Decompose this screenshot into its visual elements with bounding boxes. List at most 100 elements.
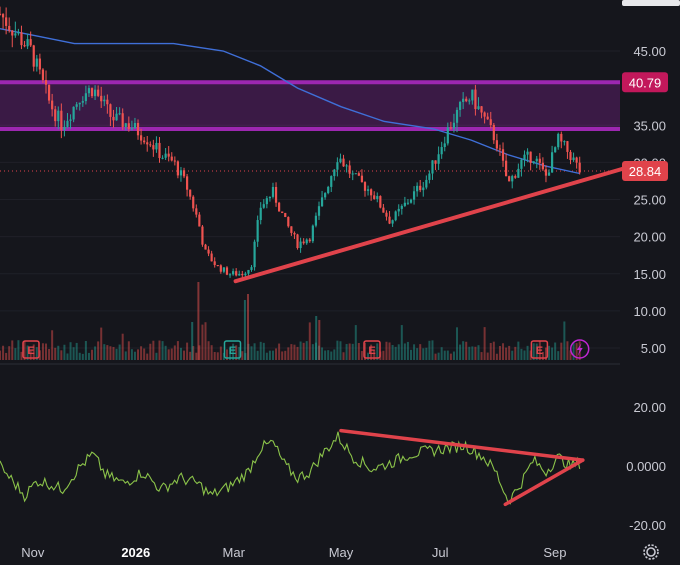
time-tick-label[interactable]: Mar	[223, 545, 246, 560]
volume-bar	[275, 348, 278, 360]
candle-body	[290, 226, 293, 233]
candle-body	[455, 109, 459, 123]
volume-bar	[173, 345, 176, 360]
time-tick-label[interactable]: Sep	[543, 545, 566, 560]
volume-bar	[468, 346, 471, 360]
time-tick-label[interactable]: Jul	[432, 545, 449, 560]
candle-body	[127, 123, 130, 129]
candle-body	[133, 122, 137, 129]
candle-body	[446, 127, 449, 144]
candle-body	[302, 241, 305, 244]
support-trendline	[233, 160, 647, 284]
volume-bar	[54, 347, 57, 360]
earnings-marker[interactable]: E	[223, 340, 242, 359]
oscillator-tick-label[interactable]: -20.00	[629, 518, 666, 533]
candle-body	[419, 185, 422, 191]
volume-bar	[566, 341, 569, 360]
volume-bar	[51, 330, 54, 360]
volume-bar	[210, 345, 213, 360]
time-axis[interactable]: Nov 2026 Mar May Jul Sep	[21, 545, 566, 560]
candle-body	[348, 165, 351, 174]
price-tick-label[interactable]: 25.00	[633, 193, 666, 208]
candle-body	[351, 173, 354, 175]
candle-body	[320, 197, 324, 207]
price-tick-label[interactable]: 5.00	[641, 341, 666, 356]
volume-bar	[351, 343, 354, 360]
volume-bar	[195, 352, 198, 360]
candle-body	[578, 162, 581, 173]
volume-bar	[48, 348, 51, 360]
candle-body	[566, 141, 569, 152]
earnings-marker[interactable]: E	[22, 340, 40, 359]
volume-bar	[75, 342, 78, 360]
candle-body	[32, 45, 35, 67]
volume-bar	[367, 352, 370, 360]
candle-body	[305, 239, 308, 244]
candle-body	[222, 267, 226, 272]
volume-bar	[155, 352, 158, 360]
price-tag-box	[622, 72, 668, 93]
candle-body	[403, 202, 406, 206]
candle-body	[69, 119, 72, 121]
candle-body	[422, 187, 425, 191]
candle-body	[535, 158, 538, 162]
earnings-marker[interactable]: E	[530, 340, 549, 359]
time-tick-label[interactable]: May	[329, 545, 354, 560]
candle-body	[81, 101, 84, 103]
candle-body	[434, 160, 437, 164]
gear-icon[interactable]	[643, 544, 659, 560]
candle-body	[244, 273, 247, 276]
volume-bar	[446, 350, 449, 360]
volume-bar	[385, 341, 388, 360]
candle-body	[440, 147, 443, 155]
candle-body	[164, 153, 167, 158]
top-right-tag	[622, 0, 680, 6]
volume-bar	[60, 350, 63, 360]
candle-body	[495, 140, 498, 149]
price-tick-label[interactable]: 15.00	[633, 267, 666, 282]
price-tick-label[interactable]: 20.00	[633, 230, 666, 245]
volume-bar	[517, 341, 520, 360]
volume-bar	[247, 294, 249, 360]
volume-bar	[127, 341, 130, 360]
volume-bar	[416, 348, 419, 360]
volume-bar	[575, 343, 578, 360]
oscillator-tick-label[interactable]: 0.0000	[626, 459, 666, 474]
price-tick-label[interactable]: 45.00	[633, 44, 666, 59]
volume-bar	[207, 341, 210, 360]
earnings-marker-label: E	[27, 345, 34, 357]
candle-body	[357, 173, 360, 176]
earnings-marker[interactable]: E	[363, 340, 381, 359]
candle-body	[173, 160, 176, 162]
candle-body	[339, 158, 342, 163]
candle-body	[336, 162, 339, 170]
volume-bar	[428, 340, 431, 360]
volume-bar	[511, 350, 514, 360]
time-tick-label[interactable]: 2026	[121, 545, 150, 560]
oscillator-axis[interactable]: 20.00 0.0000 -20.00	[626, 400, 666, 533]
lightning-icon[interactable]	[569, 339, 590, 359]
volume-bar	[370, 344, 373, 360]
volume-bar	[492, 341, 495, 360]
volume-bar	[72, 347, 75, 360]
candle-body	[167, 153, 170, 157]
price-tick-label[interactable]: 10.00	[633, 304, 666, 319]
candle-body	[207, 249, 210, 254]
candle-body	[354, 173, 357, 175]
price-tick-label[interactable]: 35.00	[633, 118, 666, 133]
candle-body	[370, 189, 373, 196]
volume-bar	[192, 346, 195, 360]
volume-bar	[41, 343, 44, 360]
oscillator-tick-label[interactable]: 20.00	[633, 400, 666, 415]
candle-body	[93, 89, 97, 97]
candle-body	[158, 142, 161, 159]
candle-body	[155, 142, 158, 150]
candle-body	[284, 212, 287, 217]
candle-body	[471, 89, 474, 101]
volume-bar	[35, 347, 38, 360]
candle-body	[72, 106, 75, 120]
time-tick-label[interactable]: Nov	[21, 545, 45, 560]
volume-bar	[302, 342, 305, 360]
